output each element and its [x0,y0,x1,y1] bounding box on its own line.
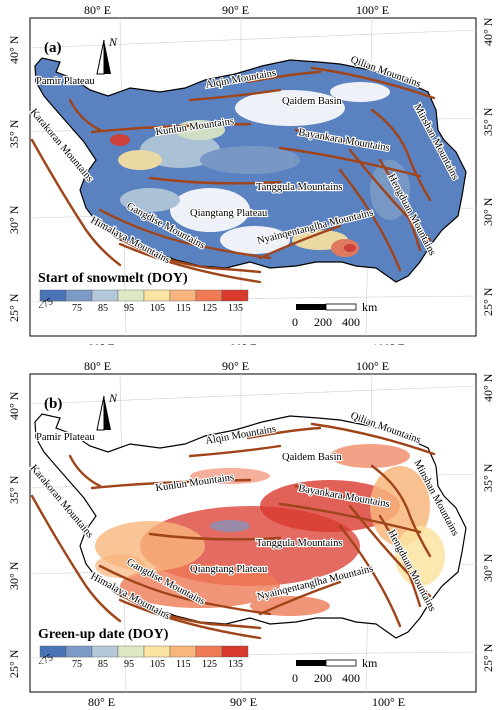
mountain-lines [30,66,436,284]
bottom-tick-80: 80° E [88,341,115,345]
scale-tick-200: 200 [314,671,332,685]
map-b: Pamir Plateau Alqin Mountains Qilian Mou… [7,359,495,709]
north-arrow-label: N [108,391,118,405]
top-tick-90: 90° E [222,3,249,17]
legend-swatch [65,645,93,658]
panel-b: Pamir Plateau Alqin Mountains Qilian Mou… [0,356,500,709]
plateau-region [34,57,467,283]
snowmelt-patches [110,82,410,257]
scale-unit: km [362,656,378,670]
map-frame [29,17,477,337]
right-tick-30: 30° N [481,197,495,226]
north-arrow-icon: N [96,35,118,75]
label-pamir-plateau: Pamir Plateau [36,76,95,87]
top-tick-100: 100° E [356,3,389,17]
top-tick-90: 90° E [222,359,249,373]
legend-label: 135 [228,659,243,670]
bottom-tick-90: 90° E [230,695,257,709]
label-qiangtang-plateau: Qiangtang Plateau [190,208,268,219]
scale-tick-0: 0 [292,671,298,685]
legend-label: 105 [150,659,165,670]
north-arrow-label: N [108,35,118,49]
right-tick-25: 25° N [481,287,495,316]
legend-swatch [143,289,171,302]
legend-swatches [39,645,249,658]
legend-label: 95 [124,659,134,670]
left-tick-35: 35° N [7,119,21,148]
label-tanggula-mountains: Tanggula Mountains [256,538,342,549]
scale-bar: km 0 200 400 [292,300,378,329]
bottom-tick-100: 100° E [372,695,405,709]
bottom-tick-80: 80° E [88,695,115,709]
legend-label: 115 [176,303,191,314]
left-tick-25: 25° N [7,649,21,678]
panel-label-b: (b) [44,396,62,412]
legend-label: 125 [202,659,217,670]
right-tick-25: 25° N [481,643,495,672]
scale-bar: km 0 200 400 [292,656,378,685]
legend-swatch [117,289,145,302]
legend-swatch [65,289,93,302]
scale-unit: km [362,300,378,314]
label-qiangtang-plateau: Qiangtang Plateau [190,564,268,575]
legend-swatch [117,645,145,658]
legend-label: 135 [228,303,243,314]
right-tick-40: 40° N [481,373,495,402]
left-tick-25: 25° N [7,293,21,322]
legend-swatch [195,645,223,658]
legend-label: 125 [202,303,217,314]
left-tick-40: 40° N [7,391,21,420]
label-tanggula-mountains: Tanggula Mountains [256,182,342,193]
right-tick-35: 35° N [481,463,495,492]
legend-swatch [221,645,249,658]
right-tick-35: 35° N [481,107,495,136]
top-tick-80: 80° E [84,3,111,17]
label-qaidam-basin: Qaidem Basin [282,96,343,107]
left-tick-40: 40° N [7,35,21,64]
legend-swatch [91,645,119,658]
right-tick-30: 30° N [481,553,495,582]
legend-swatch [169,645,197,658]
legend-label: 85 [98,303,108,314]
legend-swatch [221,289,249,302]
plateau-region [34,413,467,639]
left-tick-30: 30° N [7,561,21,590]
legend-label: 85 [98,659,108,670]
panel-a: Pamir Plateau Alqin Mountains Qilian Mou… [0,0,500,345]
legend-swatch [195,289,223,302]
scale-tick-0: 0 [292,315,298,329]
legend-labels: <75 75 85 95 105 115 125 135 [36,652,243,670]
map-frame [29,373,477,693]
scale-tick-400: 400 [342,671,360,685]
scale-tick-400: 400 [342,315,360,329]
legend-label: 105 [150,303,165,314]
legend-swatch [143,645,171,658]
legend-label: 75 [72,659,82,670]
right-tick-40: 40° N [481,17,495,46]
bottom-tick-100: 100° E [372,341,405,345]
legend-a: Start of snowmelt (DOY) <75 75 85 95 105 115 1… [36,271,249,314]
legend-title-b: Green-up date (DOY) [38,627,169,642]
left-tick-30: 30° N [7,205,21,234]
legend-label: 95 [124,303,134,314]
legend-label: 75 [72,303,82,314]
mountain-lines [30,422,436,640]
legend-swatch [169,289,197,302]
map-a: Pamir Plateau Alqin Mountains Qilian Mou… [7,3,495,345]
top-tick-100: 100° E [356,359,389,373]
legend-b: Green-up date (DOY) <75 75 85 95 105 115 125 13… [36,627,249,670]
panel-label-a: (a) [44,40,62,56]
top-tick-80: 80° E [84,359,111,373]
north-arrow-icon: N [96,391,118,431]
legend-title-a: Start of snowmelt (DOY) [38,271,188,286]
legend-swatches [39,289,249,302]
label-pamir-plateau: Pamir Plateau [36,432,95,443]
scale-tick-200: 200 [314,315,332,329]
legend-swatch [91,289,119,302]
label-qaidam-basin: Qaidem Basin [282,452,343,463]
bottom-tick-90: 90° E [230,341,257,345]
legend-label: 115 [176,659,191,670]
left-tick-35: 35° N [7,475,21,504]
